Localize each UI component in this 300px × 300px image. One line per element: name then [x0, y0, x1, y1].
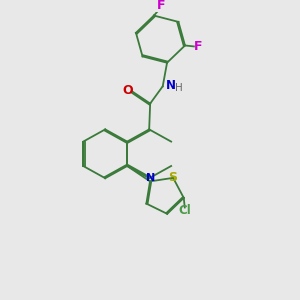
- Text: F: F: [157, 0, 165, 13]
- Text: Cl: Cl: [178, 204, 191, 217]
- Text: N: N: [166, 79, 176, 92]
- Text: H: H: [175, 83, 182, 93]
- Text: N: N: [146, 173, 155, 183]
- Text: S: S: [168, 171, 177, 184]
- Text: F: F: [194, 40, 202, 53]
- Text: O: O: [122, 84, 133, 97]
